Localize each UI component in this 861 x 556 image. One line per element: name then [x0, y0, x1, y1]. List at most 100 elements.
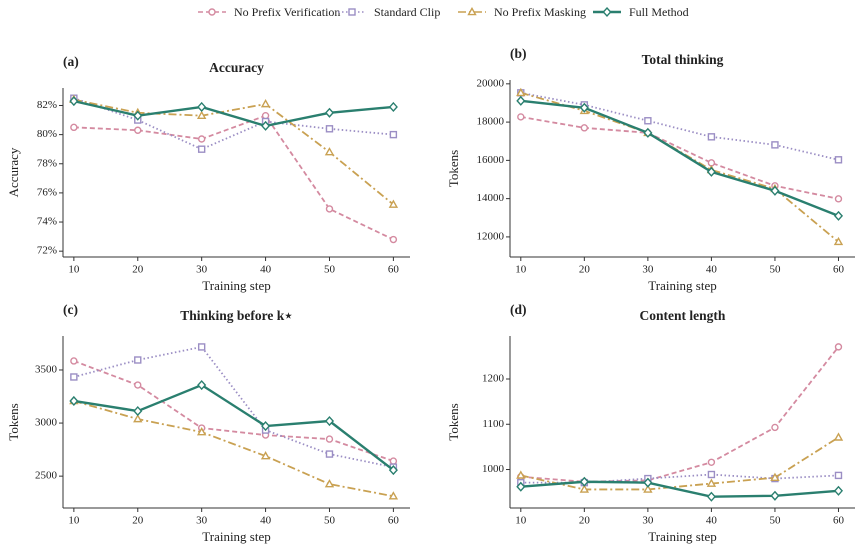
data-point: [388, 101, 398, 112]
data-point: [706, 478, 717, 487]
x-tick-label: 20: [579, 264, 591, 276]
data-point: [579, 476, 589, 487]
series-line: [73, 383, 395, 472]
series-line: [73, 97, 394, 151]
data-point: [516, 470, 526, 479]
data-point: [134, 381, 142, 389]
x-tick-label: 10: [515, 264, 527, 276]
data-point: [388, 199, 399, 208]
x-tick-label: 10: [68, 515, 80, 527]
legend-label: Full Method: [629, 5, 689, 19]
legend-label: No Prefix Masking: [494, 5, 586, 19]
data-point: [324, 107, 335, 118]
data-point: [833, 432, 844, 441]
x-tick-label: 20: [132, 264, 144, 276]
data-point: [70, 373, 78, 381]
y-tick-label: 80%: [37, 128, 57, 140]
panel-label: (d): [510, 302, 527, 317]
data-point: [643, 127, 653, 138]
data-point: [325, 125, 334, 133]
data-point: [706, 491, 716, 502]
y-tick-label: 3500: [35, 364, 58, 376]
data-point: [833, 485, 844, 496]
panel-label: (b): [510, 46, 527, 61]
data-point: [388, 465, 398, 476]
x-tick-label: 50: [324, 515, 336, 527]
x-tick-label: 30: [196, 264, 208, 276]
data-point: [69, 96, 79, 107]
data-point: [707, 133, 716, 141]
x-tick-label: 20: [132, 515, 144, 527]
x-tick-label: 20: [579, 515, 591, 527]
data-point: [70, 123, 78, 132]
data-point: [833, 210, 844, 221]
panel-label: (c): [63, 302, 78, 317]
data-point: [261, 111, 270, 120]
data-point: [389, 235, 398, 244]
data-point: [261, 120, 271, 131]
y-tick-label: 72%: [37, 245, 57, 257]
data-point: [197, 135, 206, 143]
y-axis-label: Accuracy: [6, 147, 21, 197]
data-point: [134, 126, 142, 134]
data-point: [834, 471, 843, 480]
data-point: [197, 145, 206, 153]
data-point: [260, 451, 271, 460]
x-tick-label: 10: [515, 515, 527, 527]
x-axis-label: Training step: [648, 278, 717, 293]
x-tick-label: 50: [769, 515, 781, 527]
y-tick-label: 1100: [482, 418, 504, 430]
data-point: [770, 185, 780, 196]
data-point: [325, 435, 334, 443]
data-point: [196, 110, 207, 119]
data-point: [197, 343, 206, 351]
x-tick-label: 30: [642, 264, 654, 276]
data-point: [516, 481, 526, 492]
data-point: [770, 472, 780, 481]
data-point: [834, 195, 843, 203]
data-point: [517, 113, 525, 121]
y-tick-label: 20000: [477, 77, 505, 89]
series-line: [520, 346, 840, 483]
x-tick-label: 60: [388, 515, 400, 527]
series-line: [520, 116, 839, 200]
data-point: [707, 470, 716, 479]
data-point: [69, 395, 79, 407]
x-tick-label: 40: [260, 264, 272, 276]
x-tick-label: 60: [833, 264, 845, 276]
data-point: [197, 101, 207, 112]
legend-label: No Prefix Verification: [234, 5, 340, 19]
x-tick-label: 40: [706, 515, 718, 527]
y-tick-label: 12000: [477, 230, 505, 242]
x-tick-label: 30: [196, 515, 208, 527]
legend-marker: [467, 6, 477, 16]
data-point: [833, 236, 844, 246]
x-tick-label: 30: [642, 515, 654, 527]
data-point: [134, 356, 142, 364]
chart-title: Content length: [640, 308, 726, 323]
y-tick-label: 82%: [37, 99, 57, 111]
legend-marker: [348, 8, 356, 16]
legend-marker: [208, 8, 216, 16]
y-tick-label: 14000: [477, 192, 505, 204]
legend-marker: [602, 6, 612, 18]
data-point: [706, 166, 716, 177]
data-point: [70, 357, 78, 365]
series-line: [520, 436, 839, 491]
y-tick-label: 3000: [35, 417, 58, 429]
y-tick-label: 1200: [482, 373, 505, 385]
data-point: [324, 415, 335, 427]
y-tick-label: 74%: [37, 216, 57, 228]
x-axis-label: Training step: [202, 278, 271, 293]
x-tick-label: 40: [260, 515, 272, 527]
y-tick-label: 18000: [477, 116, 505, 128]
series-line: [73, 98, 394, 206]
data-point: [643, 477, 653, 488]
data-point: [325, 450, 334, 458]
data-point: [133, 414, 143, 423]
chart-title: Accuracy: [209, 60, 264, 75]
data-point: [771, 141, 779, 149]
data-point: [516, 95, 526, 106]
data-point: [389, 130, 398, 139]
